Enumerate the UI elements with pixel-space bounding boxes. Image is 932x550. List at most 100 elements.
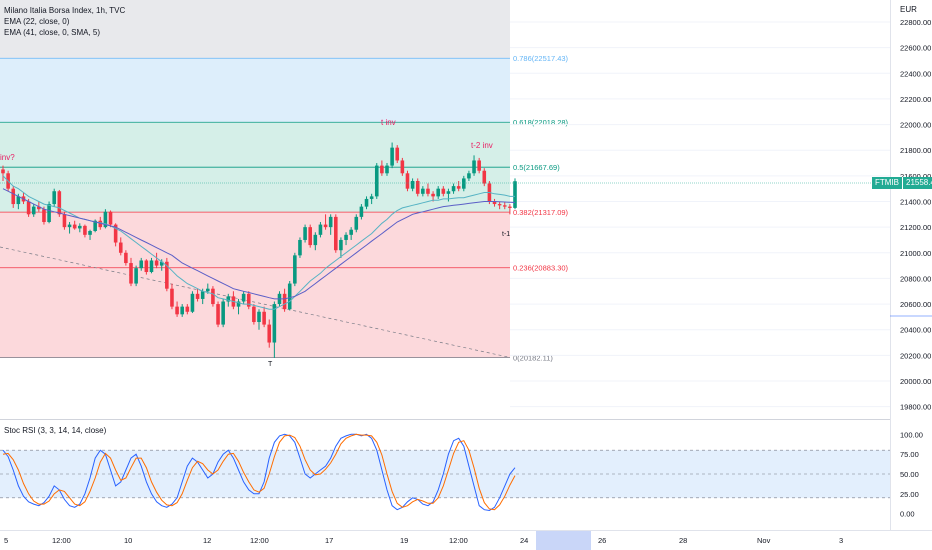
main-grid xyxy=(510,21,890,408)
currency-label: EUR xyxy=(900,5,917,14)
candle-body xyxy=(282,293,287,310)
stoch-rsi-legend[interactable]: Stoc RSI (3, 3, 14, 14, close) xyxy=(4,426,107,435)
candle-body xyxy=(436,188,440,197)
candle-body xyxy=(482,170,487,184)
candle-body xyxy=(298,239,302,256)
time-tick-label: 5 xyxy=(4,536,8,545)
stoch-k-line xyxy=(2,433,516,512)
price-tick-label: 21000.00 xyxy=(900,249,931,258)
ticker-label: FTMIB xyxy=(872,177,902,189)
candle-body xyxy=(52,191,56,205)
time-tick-label: 12:00 xyxy=(52,536,71,545)
candle-body xyxy=(129,263,133,284)
legend-ema41[interactable]: EMA (41, close, 0, SMA, 5) xyxy=(4,28,101,37)
candle-body xyxy=(390,147,394,166)
stoch-axis[interactable]: 0.00 25.00 50.00 75.00 100.00 xyxy=(900,430,923,518)
candle-body xyxy=(313,234,318,246)
annotations: inv? t inv t-2 inv t-1 T xyxy=(0,118,510,368)
candle-body xyxy=(118,242,123,253)
price-tick-label: 20600.00 xyxy=(900,300,931,309)
legend-symbol[interactable]: Milano Italia Borsa Index, 1h, TVC xyxy=(4,6,126,15)
candle-body xyxy=(113,224,118,243)
time-axis[interactable]: 5 12:00 10 12 12:00 17 19 12:00 24 26 28 Nov 3 xyxy=(4,536,843,545)
stoch-tick-label: 50.00 xyxy=(900,470,919,479)
candle-body xyxy=(318,224,323,235)
trend-dashed-line xyxy=(0,246,509,358)
candle-body xyxy=(57,191,62,215)
fib-level-label: 0(20182.11) xyxy=(513,354,553,363)
price-tick-label: 22600.00 xyxy=(900,44,931,53)
ema41-line xyxy=(2,188,516,300)
stoch-d-line xyxy=(2,433,516,511)
price-axis[interactable]: 19800.00 20000.00 20200.00 20400.00 20600.00… xyxy=(900,18,931,412)
candle-body xyxy=(462,178,466,189)
candle-body xyxy=(1,169,5,174)
candle-body xyxy=(78,225,82,229)
candle-body xyxy=(37,206,41,210)
candle-body xyxy=(385,165,389,174)
legend-ema22[interactable]: EMA (22, close, 0) xyxy=(4,17,70,26)
candle-body xyxy=(257,311,261,323)
candle-body xyxy=(405,173,410,189)
candle-body xyxy=(308,227,312,246)
fib-zone-2 xyxy=(0,212,510,358)
candle-body xyxy=(354,216,359,230)
candle-body xyxy=(262,311,266,325)
candle-body xyxy=(400,160,405,174)
candle-body xyxy=(349,229,353,235)
fibonacci-retracement[interactable]: 0.786(22517.43) 0.618(22018.28) 0.5(21667.… xyxy=(0,54,569,363)
candle-body xyxy=(236,301,241,307)
candle-body xyxy=(149,260,154,273)
candle-body xyxy=(42,209,46,223)
price-tick-label: 21800.00 xyxy=(900,146,931,155)
time-axis-highlight xyxy=(536,531,591,550)
stoch-rsi-pane[interactable] xyxy=(0,433,890,512)
candle-body xyxy=(374,165,379,197)
candle-body xyxy=(472,160,476,174)
fib-level-label: 0.618(22018.28) xyxy=(513,118,569,127)
candles xyxy=(1,142,517,358)
candle-body xyxy=(359,206,364,217)
candle-body xyxy=(47,204,51,223)
time-tick-label: 3 xyxy=(839,536,843,545)
stoch-tick-label: 0.00 xyxy=(900,510,915,519)
candle-body xyxy=(98,220,103,228)
candle-body xyxy=(492,201,497,205)
candle-body xyxy=(88,230,92,235)
candle-body xyxy=(369,196,374,199)
candle-body xyxy=(252,306,256,323)
annotation-label: t inv xyxy=(381,118,396,127)
candle-body xyxy=(241,293,246,302)
candle-body xyxy=(83,225,87,235)
stoch-tick-label: 75.00 xyxy=(900,450,919,459)
candle-body xyxy=(67,224,72,228)
candle-body xyxy=(267,324,272,343)
price-tick-label: 20400.00 xyxy=(900,326,931,335)
candle-body xyxy=(426,188,430,194)
stoch-tick-label: 25.00 xyxy=(900,490,919,499)
candle-body xyxy=(421,188,425,194)
top-gray-band xyxy=(0,0,510,62)
candle-body xyxy=(72,224,77,229)
candle-body xyxy=(303,227,307,240)
price-tick-label: 22000.00 xyxy=(900,121,931,130)
candle-body xyxy=(144,260,149,273)
fib-zone-0 xyxy=(0,58,510,123)
candle-body xyxy=(206,288,210,292)
candle-body xyxy=(226,296,231,302)
candle-body xyxy=(31,206,36,215)
candle-body xyxy=(134,268,138,284)
candle-body xyxy=(175,306,179,315)
candle-body xyxy=(200,291,205,299)
annotation-label: t-1 xyxy=(502,231,510,238)
candle-body xyxy=(508,206,512,208)
price-tick-label: 22400.00 xyxy=(900,69,931,78)
time-tick-label: 28 xyxy=(679,536,687,545)
candle-body xyxy=(62,214,67,228)
price-tick-label: 22200.00 xyxy=(900,95,931,104)
candle-body xyxy=(93,220,97,231)
candle-body xyxy=(221,301,225,325)
candle-body xyxy=(246,293,251,307)
price-tick-label: 20000.00 xyxy=(900,377,931,386)
